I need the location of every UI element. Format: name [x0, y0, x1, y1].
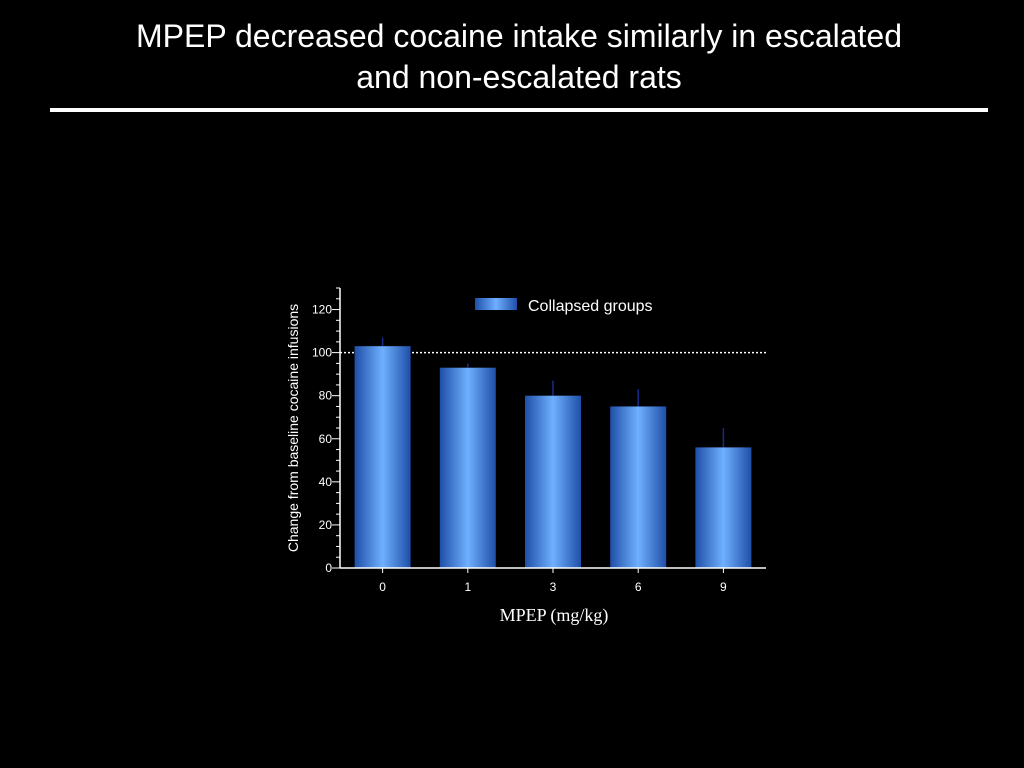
- y-tick-label-60: 60: [319, 432, 333, 446]
- x-tick-label-6: 6: [635, 580, 642, 594]
- x-tick-label-1: 1: [464, 580, 471, 594]
- bar-6: [610, 406, 667, 568]
- x-tick-label-3: 3: [550, 580, 557, 594]
- legend-label: Collapsed groups: [528, 298, 653, 315]
- y-tick-label-120: 120: [312, 303, 332, 317]
- bar-3: [525, 395, 581, 568]
- x-tick-label-9: 9: [720, 580, 727, 594]
- legend-swatch: [475, 298, 517, 310]
- title-divider: [50, 108, 988, 112]
- slide-title-line-2: and non-escalated rats: [356, 59, 682, 95]
- x-tick-label-0: 0: [379, 580, 386, 594]
- y-tick-label-80: 80: [319, 389, 333, 403]
- y-tick-label-20: 20: [319, 518, 333, 532]
- x-axis-label: MPEP (mg/kg): [500, 605, 609, 626]
- slide-title: MPEP decreased cocaine intake similarly …: [60, 16, 978, 98]
- y-axis-label: Change from baseline cocaine infusions: [285, 304, 301, 552]
- slide-title-line-1: MPEP decreased cocaine intake similarly …: [135, 18, 902, 54]
- y-tick-label-40: 40: [319, 475, 333, 489]
- y-tick-label-0: 0: [325, 561, 332, 575]
- y-tick-label-100: 100: [312, 346, 332, 360]
- bar-0: [354, 346, 411, 568]
- bar-1: [439, 367, 496, 568]
- bar-9: [695, 447, 752, 568]
